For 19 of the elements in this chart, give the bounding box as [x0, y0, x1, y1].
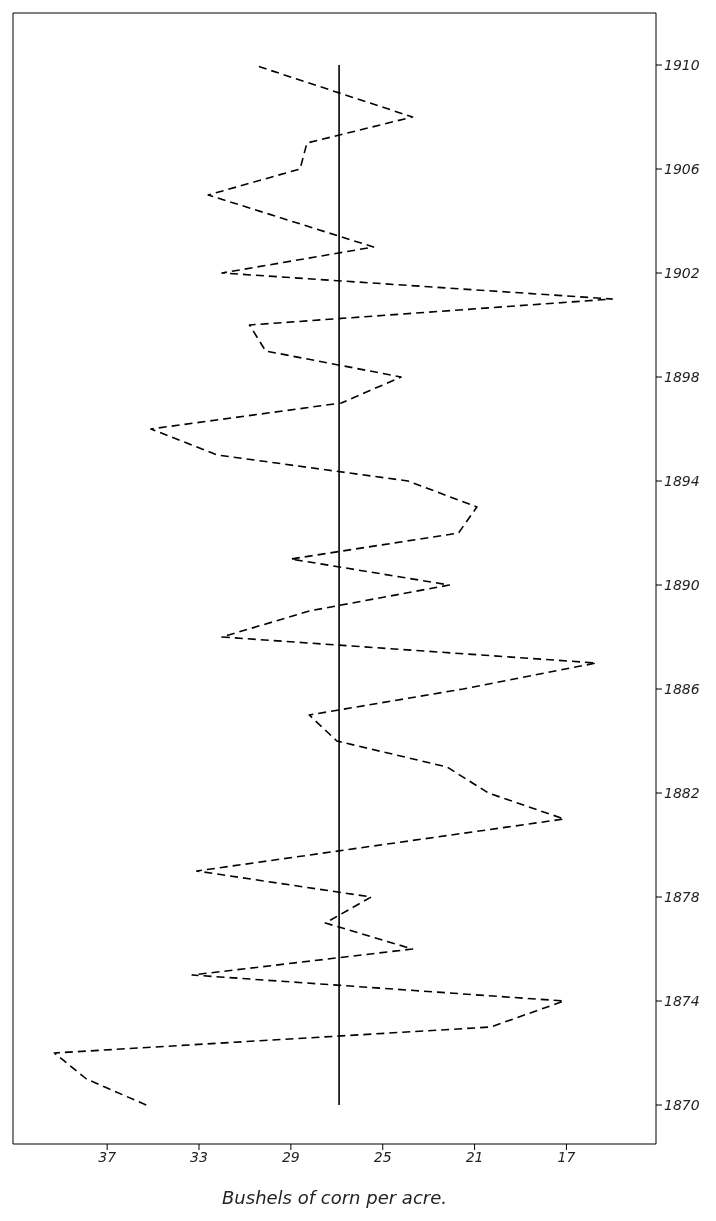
x-tick-label: 21	[465, 1148, 484, 1165]
y-tick-label: 1890	[664, 576, 700, 593]
y-tick-label: 1886	[664, 680, 700, 697]
x-axis-title: Bushels of corn per acre.	[222, 1187, 447, 1208]
line-series	[53, 64, 614, 1106]
y-tick-label: 1898	[664, 368, 700, 385]
y-tick-label: 1894	[664, 472, 700, 489]
x-tick-label: 25	[373, 1148, 392, 1165]
y-tick-label: 1902	[664, 264, 700, 281]
y-tick-label: 1878	[664, 888, 700, 905]
x-tick-label: 33	[190, 1148, 208, 1165]
y-tick-label: 1874	[664, 992, 700, 1009]
x-tick-label: 29	[281, 1148, 300, 1165]
x-tick-label: 17	[557, 1148, 576, 1165]
y-tick-label: 1870	[664, 1096, 700, 1113]
y-tick-label: 1882	[664, 784, 700, 801]
y-tick-label: 1906	[664, 160, 700, 177]
x-tick-label: 37	[98, 1148, 117, 1165]
y-tick-label: 1910	[664, 56, 700, 73]
